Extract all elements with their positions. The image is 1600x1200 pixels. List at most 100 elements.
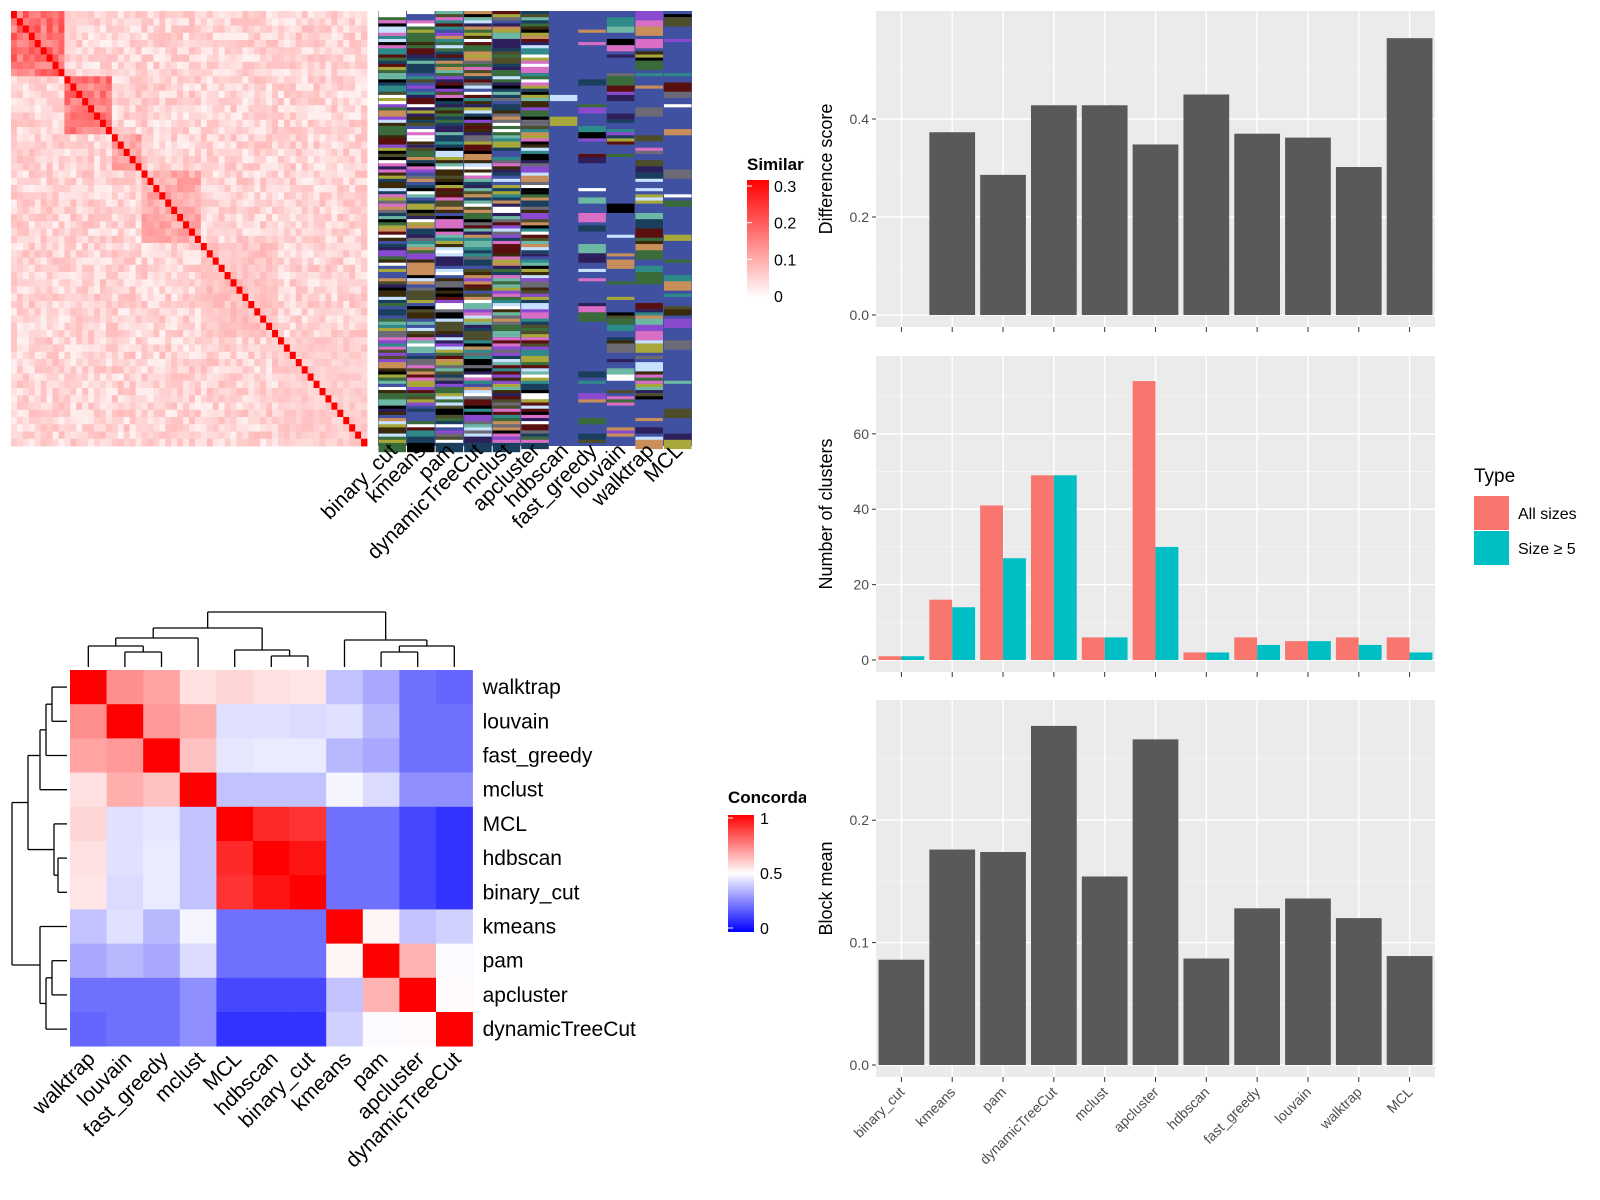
membership-cell <box>464 374 492 378</box>
membership-cell <box>435 377 464 384</box>
concordance-cell <box>289 875 327 910</box>
similarity-cell <box>295 112 303 121</box>
similarity-cell <box>82 359 89 367</box>
similarity-cell <box>52 112 59 121</box>
similarity-cell <box>117 417 125 425</box>
similarity-cell <box>325 206 332 215</box>
similarity-cell <box>254 170 261 179</box>
membership-cell <box>521 312 549 316</box>
similarity-cell <box>206 185 214 193</box>
similarity-cell <box>355 119 362 128</box>
membership-cell <box>378 371 407 378</box>
similarity-cell <box>11 431 18 440</box>
similarity-cell <box>289 156 297 164</box>
membership-cell <box>407 365 435 372</box>
similarity-cell <box>16 134 24 142</box>
similarity-cell <box>52 315 59 324</box>
membership-cell <box>492 386 521 391</box>
membership-cell <box>606 399 635 403</box>
similarity-cell <box>171 177 178 186</box>
similarity-cell <box>70 119 77 128</box>
similarity-cell <box>76 322 83 331</box>
similarity-cell <box>16 177 24 186</box>
membership-cell <box>521 424 549 431</box>
similarity-cell <box>82 185 89 193</box>
similarity-cell <box>236 344 243 353</box>
membership-cell <box>578 306 606 313</box>
similarity-cell <box>248 83 255 92</box>
similarity-cell <box>301 431 309 440</box>
membership-cell <box>492 365 521 372</box>
similarity-cell <box>301 206 309 215</box>
similarity-cell <box>212 308 220 316</box>
similarity-cell <box>272 315 279 324</box>
similarity-cell <box>123 148 131 157</box>
similarity-cell <box>331 315 338 324</box>
similarity-cell <box>325 380 332 389</box>
similarity-cell <box>153 98 160 106</box>
similarity-cell <box>361 424 368 432</box>
membership-cell <box>492 321 521 328</box>
membership-cell <box>378 107 407 111</box>
similarity-cell <box>248 330 255 338</box>
similarity-cell <box>349 380 356 389</box>
similarity-cell <box>129 373 136 382</box>
similarity-cell <box>278 54 285 63</box>
similarity-cell <box>76 308 83 316</box>
similarity-cell <box>22 25 30 34</box>
similarity-cell <box>76 380 83 389</box>
similarity-cell <box>283 98 291 106</box>
membership-cell <box>521 73 549 80</box>
similarity-cell <box>337 395 344 403</box>
similarity-cell <box>34 373 42 382</box>
similarity-cell <box>123 438 131 447</box>
similarity-cell <box>206 322 214 331</box>
similarity-cell <box>212 127 220 135</box>
similarity-cell <box>111 185 119 193</box>
similarity-cell <box>278 351 285 360</box>
similarity-cell <box>147 221 154 229</box>
similarity-cell <box>189 134 196 142</box>
similarity-cell <box>301 301 309 309</box>
similarity-cell <box>283 243 291 251</box>
membership-cell <box>435 32 464 39</box>
membership-cell <box>435 88 464 92</box>
membership-cell <box>492 163 521 167</box>
similarity-cell <box>349 279 356 287</box>
bar <box>929 849 976 1065</box>
similarity-cell <box>135 366 142 374</box>
membership-cell <box>435 346 464 353</box>
concordance-legend-tick-label: 0.5 <box>760 866 782 883</box>
similarity-cell <box>194 11 202 19</box>
similarity-cell <box>218 286 225 295</box>
membership-cell <box>378 60 407 67</box>
similarity-cell <box>242 308 249 316</box>
membership-cell <box>435 343 464 350</box>
membership-cell <box>407 321 435 325</box>
membership-cell <box>435 104 464 108</box>
membership-cell <box>606 265 635 269</box>
similarity-cell <box>248 293 255 302</box>
similarity-cell <box>189 373 196 382</box>
similarity-cell <box>64 359 71 367</box>
similarity-cell <box>52 141 59 150</box>
membership-cell <box>464 399 492 406</box>
membership-cell <box>378 346 407 353</box>
concordance-cell <box>216 772 254 808</box>
similarity-cell <box>242 192 249 200</box>
similarity-cell <box>242 373 249 382</box>
similarity-cell <box>100 170 107 179</box>
similarity-cell <box>325 112 332 121</box>
similarity-cell <box>183 112 190 121</box>
similarity-cell <box>171 388 178 396</box>
similarity-cell <box>28 25 36 34</box>
membership-cell <box>606 312 635 319</box>
similarity-cell <box>355 330 362 338</box>
similarity-cell <box>70 438 77 447</box>
similarity-cell <box>183 83 190 92</box>
membership-cell <box>435 14 464 18</box>
similarity-cell <box>325 315 332 324</box>
membership-cell <box>435 272 464 276</box>
similarity-cell <box>361 185 368 193</box>
similarity-cell <box>206 417 214 425</box>
